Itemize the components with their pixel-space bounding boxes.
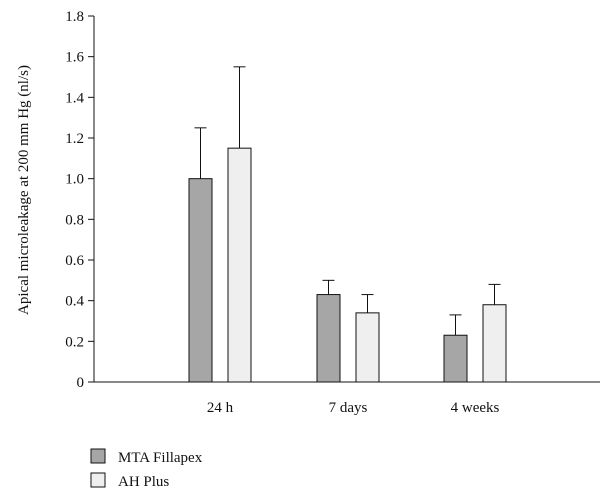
- legend-swatch: [90, 472, 106, 488]
- y-tick-label: 0: [77, 375, 85, 391]
- legend-swatch: [90, 448, 106, 464]
- x-category-label: 24 h: [207, 400, 234, 416]
- bar-mta-fillapex: [188, 178, 213, 383]
- legend-label: AH Plus: [118, 474, 169, 490]
- y-axis-label: Apical microleakage at 200 mm Hg (nl/s): [16, 65, 32, 315]
- category-labels: 24 h 7 days 4 weeks: [207, 400, 500, 416]
- legend: MTA Fillapex AH Plus: [90, 448, 203, 490]
- axes: [93, 16, 600, 383]
- y-tick-label: 1.0: [65, 172, 84, 188]
- y-tick-label: 1.6: [65, 50, 84, 66]
- y-tick-label: 1.2: [65, 131, 84, 147]
- bar-mta-fillapex: [443, 334, 468, 383]
- y-tick-label: 0.8: [65, 212, 84, 228]
- y-tick-label: 0.2: [65, 334, 84, 350]
- bar-ah-plus: [355, 312, 380, 383]
- y-tick-label: 1.4: [65, 90, 84, 106]
- y-tick-label: 0.6: [65, 253, 84, 269]
- bar-mta-fillapex: [316, 294, 341, 383]
- y-tick-label: 1.8: [65, 9, 84, 25]
- x-category-label: 4 weeks: [451, 400, 500, 416]
- x-category-label: 7 days: [329, 400, 368, 416]
- legend-label: MTA Fillapex: [118, 450, 203, 466]
- bars: [188, 66, 507, 383]
- y-axis-ticks: 0 0.2 0.4 0.6 0.8 1.0 1.2 1.4 1.6 1.8: [65, 9, 94, 391]
- y-tick-label: 0.4: [65, 294, 84, 310]
- bar-ah-plus: [227, 147, 252, 383]
- bar-ah-plus: [482, 304, 507, 383]
